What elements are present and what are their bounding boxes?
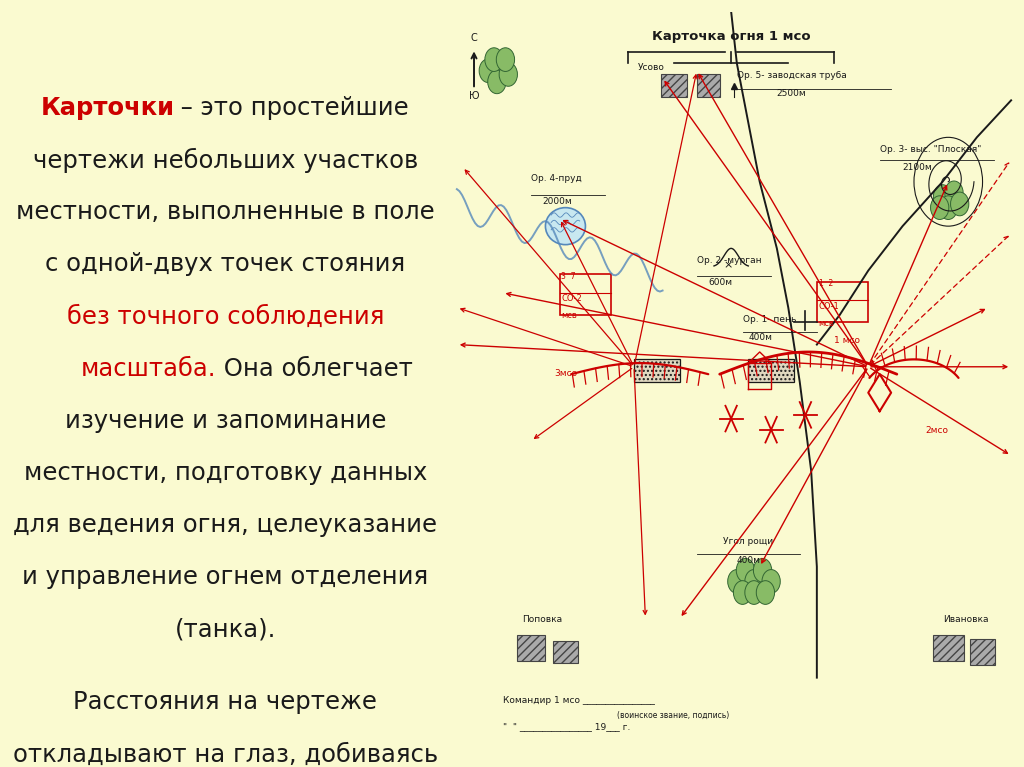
Text: 400м: 400м bbox=[736, 555, 760, 565]
Bar bbox=[662, 74, 687, 97]
Text: СО-2: СО-2 bbox=[561, 295, 583, 303]
Text: 600м: 600м bbox=[709, 278, 732, 287]
Text: мсв: мсв bbox=[561, 311, 578, 321]
Text: Расстояния на чертеже: Расстояния на чертеже bbox=[74, 690, 377, 714]
Text: для ведения огня, целеуказание: для ведения огня, целеуказание bbox=[13, 513, 437, 537]
Text: (танка).: (танка). bbox=[175, 617, 275, 641]
Text: Карточка огня 1 мсо: Карточка огня 1 мсо bbox=[652, 30, 810, 43]
Circle shape bbox=[728, 570, 746, 593]
Text: Она облегчает: Она облегчает bbox=[216, 357, 413, 380]
Text: без точного соблюдения: без точного соблюдения bbox=[67, 304, 384, 328]
Text: местности, подготовку данных: местности, подготовку данных bbox=[24, 461, 427, 485]
Text: С: С bbox=[471, 32, 477, 43]
Text: 2100м: 2100м bbox=[902, 163, 932, 173]
Bar bbox=[517, 635, 546, 661]
Circle shape bbox=[762, 570, 780, 593]
Text: местности, выполненные в поле: местности, выполненные в поле bbox=[16, 200, 434, 224]
Circle shape bbox=[939, 196, 957, 219]
Bar bbox=[553, 640, 579, 663]
Circle shape bbox=[733, 581, 752, 604]
Text: Ор. 4-пруд: Ор. 4-пруд bbox=[531, 174, 582, 183]
Circle shape bbox=[757, 581, 774, 604]
Ellipse shape bbox=[546, 208, 586, 245]
Text: 2мсо: 2мсо bbox=[926, 426, 948, 435]
Text: с одной-двух точек стояния: с одной-двух точек стояния bbox=[45, 252, 406, 276]
Text: "  " ________________ 19___ г.: " " ________________ 19___ г. bbox=[503, 722, 630, 731]
Text: 2500м: 2500м bbox=[777, 89, 807, 98]
Text: Ор. 2 -мурган: Ор. 2 -мурган bbox=[697, 255, 762, 265]
Text: Ивановка: Ивановка bbox=[943, 614, 988, 624]
Text: Ю: Ю bbox=[469, 91, 479, 101]
Circle shape bbox=[494, 55, 512, 79]
Circle shape bbox=[945, 181, 964, 205]
Circle shape bbox=[934, 185, 951, 209]
Bar bbox=[933, 635, 964, 661]
Text: 1  2: 1 2 bbox=[818, 279, 833, 288]
Text: СО-1: СО-1 bbox=[818, 301, 840, 311]
Text: Ор. 5- заводская труба: Ор. 5- заводская труба bbox=[737, 71, 847, 80]
Bar bbox=[817, 281, 868, 322]
Circle shape bbox=[497, 48, 515, 71]
Text: 3  7: 3 7 bbox=[561, 272, 575, 281]
Text: чертежи небольших участков: чертежи небольших участков bbox=[33, 148, 418, 173]
Circle shape bbox=[487, 70, 506, 94]
Text: – это простейшие: – это простейшие bbox=[173, 96, 410, 120]
Circle shape bbox=[950, 192, 969, 216]
Text: мсв: мсв bbox=[818, 318, 835, 328]
Circle shape bbox=[744, 581, 763, 604]
Circle shape bbox=[499, 63, 517, 86]
Circle shape bbox=[931, 196, 949, 219]
Text: масштаба.: масштаба. bbox=[81, 357, 217, 380]
Circle shape bbox=[744, 570, 763, 593]
Bar bbox=[634, 360, 680, 382]
Bar bbox=[749, 360, 794, 382]
Circle shape bbox=[485, 48, 503, 71]
Text: 2000м: 2000м bbox=[543, 196, 572, 206]
Text: Усово: Усово bbox=[638, 64, 665, 72]
Circle shape bbox=[754, 558, 772, 582]
Text: изучение и запоминание: изучение и запоминание bbox=[65, 409, 386, 433]
Text: Карточки: Карточки bbox=[41, 96, 174, 120]
Circle shape bbox=[736, 558, 755, 582]
Text: ×: × bbox=[724, 261, 733, 271]
Text: Ор. 1- пень: Ор. 1- пень bbox=[742, 315, 796, 324]
Bar bbox=[970, 639, 995, 665]
Text: 3мсо: 3мсо bbox=[554, 369, 578, 378]
Text: Поповка: Поповка bbox=[522, 614, 562, 624]
Text: (воинское звание, подпись): (воинское звание, подпись) bbox=[616, 711, 729, 720]
Text: Ор. 3- выс. "Плоская": Ор. 3- выс. "Плоская" bbox=[880, 145, 981, 153]
Text: Угол рощи: Угол рощи bbox=[723, 537, 773, 546]
Circle shape bbox=[479, 59, 498, 83]
Text: и управление огнем отделения: и управление огнем отделения bbox=[23, 565, 428, 589]
Bar bbox=[697, 74, 720, 97]
Text: Командир 1 мсо ________________: Командир 1 мсо ________________ bbox=[503, 696, 654, 705]
Text: 1 мсо: 1 мсо bbox=[834, 336, 860, 344]
Bar bbox=[560, 275, 611, 315]
Text: 400м: 400м bbox=[749, 334, 772, 343]
Text: откладывают на глаз, добиваясь: откладывают на глаз, добиваясь bbox=[12, 742, 438, 766]
